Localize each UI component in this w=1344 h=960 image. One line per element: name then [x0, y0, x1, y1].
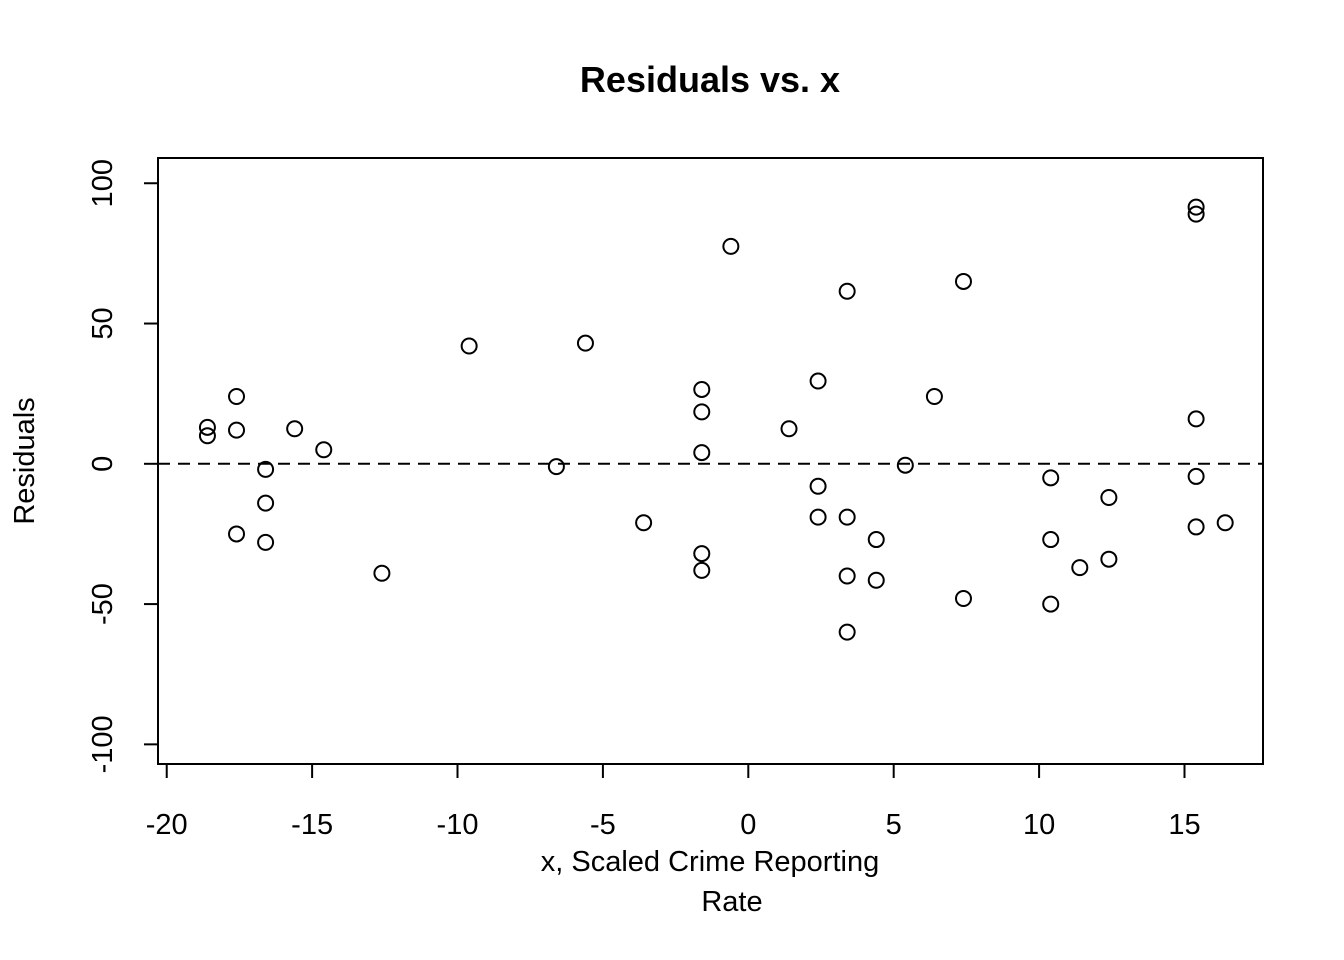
data-point	[925, 387, 943, 405]
y-tick-label: -50	[87, 583, 119, 625]
y-tick-label: 50	[87, 307, 119, 339]
x-tick-label: 5	[886, 809, 902, 841]
data-point	[460, 337, 478, 355]
data-point	[838, 567, 856, 585]
data-point	[1100, 488, 1118, 506]
data-point	[867, 531, 885, 549]
y-tick-label: -100	[87, 715, 119, 773]
data-point	[228, 387, 246, 405]
data-point	[1187, 518, 1205, 536]
data-point	[228, 525, 246, 543]
data-point	[867, 571, 885, 589]
data-point	[198, 427, 216, 445]
y-axis-label: Residuals	[9, 397, 41, 524]
data-point	[228, 421, 246, 439]
x-axis: -20 -15 -10 -5 0 5 10 15	[146, 763, 1201, 841]
data-point	[1071, 559, 1089, 577]
chart-title: Residuals vs. x	[580, 59, 840, 100]
data-point	[635, 514, 653, 532]
data-point	[809, 477, 827, 495]
data-point	[722, 237, 740, 255]
data-point	[693, 444, 711, 462]
data-point	[315, 441, 333, 459]
x-tick-label: -5	[590, 809, 616, 841]
data-point	[809, 372, 827, 390]
data-point	[809, 508, 827, 526]
data-point	[693, 380, 711, 398]
data-point	[1187, 410, 1205, 428]
y-tick-label: 100	[87, 159, 119, 207]
x-tick-label: -15	[291, 809, 333, 841]
y-axis: -100 -50 0 50 100	[87, 159, 159, 773]
data-point	[257, 494, 275, 512]
data-point	[1100, 550, 1118, 568]
data-point	[1216, 514, 1234, 532]
data-point	[1042, 531, 1060, 549]
x-tick-label: -20	[146, 809, 188, 841]
data-point	[780, 420, 798, 438]
data-point	[286, 420, 304, 438]
data-points	[198, 198, 1234, 641]
data-point	[896, 456, 914, 474]
x-tick-label: 0	[740, 809, 756, 841]
x-axis-label-line2: Rate	[701, 886, 762, 918]
data-point	[838, 282, 856, 300]
x-tick-label: -10	[437, 809, 479, 841]
data-point	[1042, 469, 1060, 487]
data-point	[1042, 595, 1060, 613]
data-point	[257, 460, 275, 478]
data-point	[954, 272, 972, 290]
data-point	[1187, 467, 1205, 485]
y-tick-label: 0	[87, 456, 119, 472]
data-point	[576, 334, 594, 352]
data-point	[693, 545, 711, 563]
data-point	[198, 418, 216, 436]
plot-frame	[157, 157, 1264, 765]
data-point	[838, 623, 856, 641]
data-point	[838, 508, 856, 526]
data-point	[1187, 198, 1205, 216]
x-tick-label: 10	[1023, 809, 1055, 841]
data-point	[693, 561, 711, 579]
data-point	[257, 533, 275, 551]
x-axis-label-line1: x, Scaled Crime Reporting	[541, 846, 879, 878]
x-tick-label: 15	[1168, 809, 1200, 841]
data-point	[1187, 205, 1205, 223]
data-point	[547, 458, 565, 476]
data-point	[954, 589, 972, 607]
data-point	[373, 564, 391, 582]
data-point	[693, 403, 711, 421]
